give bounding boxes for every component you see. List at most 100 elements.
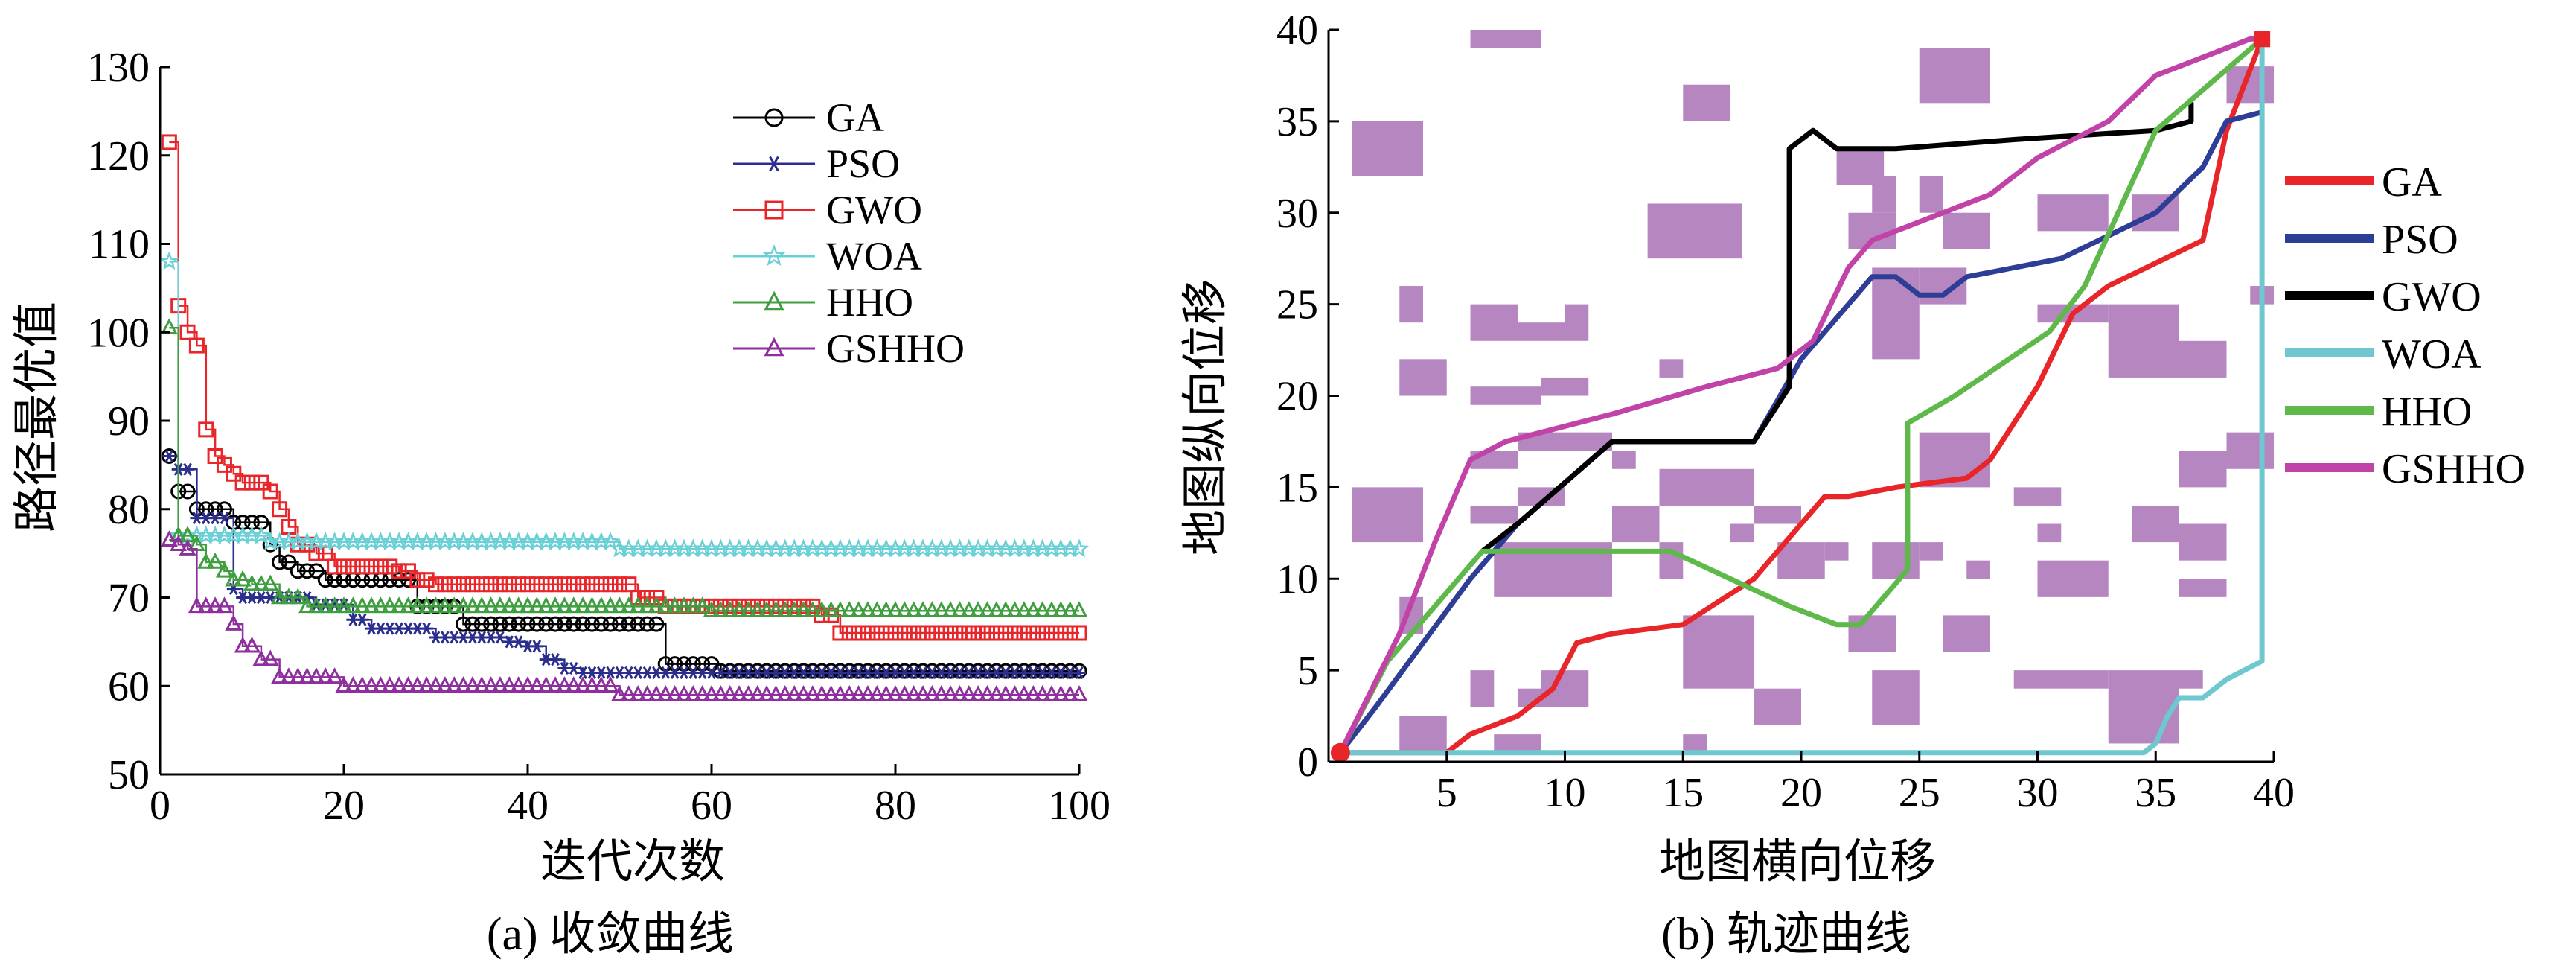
convergence-point-ga [528,616,545,632]
convergence-point-hho [455,596,473,614]
convergence-point-hho [923,601,941,618]
obstacle-block [2037,523,2062,543]
obstacle-block [1399,716,1447,753]
convergence-line-woa [169,261,1079,550]
trajectory-x-tick-label: 35 [2135,770,2176,816]
convergence-point-hho [942,601,959,618]
convergence-point-hho [344,596,362,614]
convergence-point-hho [206,552,224,569]
convergence-point-pso [337,598,351,611]
convergence-point-gshho [979,685,996,701]
legend-label: PSO [2382,217,2458,263]
convergence-point-gwo [437,576,453,593]
convergence-point-ga [1062,663,1078,679]
convergence-point-gwo [207,448,223,464]
convergence-point-hho [510,596,528,614]
convergence-point-ga [290,563,306,579]
trajectory-legend-item-pso: PSO [2285,217,2458,263]
trajectory-y-tick-label: 10 [1276,556,1318,602]
convergence-point-hho [261,574,279,591]
obstacle-block [2179,340,2227,378]
convergence-point-ga [814,663,830,679]
convergence-point-gwo [216,456,232,473]
obstacle-block [1541,377,1589,396]
convergence-point-gwo [979,625,995,641]
trajectory-x-tick-label: 15 [1662,770,1704,816]
convergence-point-hho [831,601,849,618]
obstacle-block [1494,734,1541,753]
convergence-point-gshho [684,685,702,701]
convergence-point-gshho [1015,685,1033,701]
convergence-point-ga [970,663,986,679]
legend-item-gshho: GSHHO [733,326,965,371]
convergence-point-ga [511,616,527,632]
convergence-point-gwo [511,576,527,593]
convergence-point-ga [740,663,756,679]
convergence-point-gwo [446,576,462,593]
convergence-point-gshho [914,685,932,701]
convergence-point-gwo [1052,625,1069,641]
convergence-point-gshho [895,685,913,701]
convergence-point-gshho [307,667,325,684]
obstacle-block [1470,304,1518,341]
obstacle-block [1966,560,1990,579]
convergence-point-gwo [997,625,1014,641]
convergence-x-tick-label: 40 [507,783,549,829]
convergence-point-hho [271,588,289,605]
convergence-point-ga [612,616,627,632]
convergence-point-hho [436,596,454,614]
trajectory-legend-item-woa: WOA [2285,331,2481,378]
trajectory-y-axis-label: 地图纵向位移 [1177,278,1232,556]
convergence-point-gwo [1025,625,1041,641]
convergence-point-ga [786,663,802,679]
legend-item-woa: WOA [733,234,922,278]
convergence-point-pso [217,512,231,525]
trajectory-x-tick-label: 10 [1544,770,1586,816]
convergence-point-gwo [933,625,950,641]
convergence-point-gshho [215,596,233,614]
obstacle-block [2132,505,2179,543]
convergence-point-gwo [942,625,959,641]
convergence-point-gwo [473,576,490,593]
convergence-point-hho [280,588,298,605]
obstacle-block [1919,176,1943,213]
convergence-caption: (a) 收敛曲线 [487,909,734,960]
convergence-point-gwo [354,558,371,575]
convergence-point-gshho [197,596,215,614]
convergence-point-ga [712,663,729,679]
convergence-point-gwo [179,324,196,340]
obstacle-block [1470,386,1541,405]
convergence-point-gwo [648,590,665,605]
convergence-point-gwo [391,563,407,579]
convergence-point-hho [371,596,389,614]
convergence-point-hho [528,596,546,614]
convergence-x-axis-label: 迭代次数 [540,834,725,888]
convergence-point-gshho [831,685,849,701]
convergence-point-gshho [1034,685,1052,701]
obstacle-block [1683,203,1730,223]
convergence-point-ga [887,663,904,679]
convergence-point-ga [924,663,940,679]
convergence-point-gshho [179,539,196,556]
convergence-point-gwo [345,558,361,575]
convergence-point-hho [684,596,702,614]
convergence-point-hho [583,596,601,614]
legend-label: GA [2382,159,2442,206]
convergence-point-gwo [869,625,885,641]
trajectory-y-tick-label: 5 [1297,648,1318,694]
obstacle-block [1683,734,1707,753]
convergence-point-ga [832,663,848,679]
convergence-point-hho [666,596,684,614]
convergence-point-gshho [298,667,316,684]
convergence-point-hho [886,601,904,618]
convergence-point-woa [1070,538,1089,558]
convergence-point-hho [656,596,674,614]
convergence-point-gshho [620,685,638,701]
convergence-point-gshho [381,676,399,693]
convergence-series-hho [160,318,1088,618]
legend-label: HHO [826,280,913,325]
convergence-point-hho [537,596,555,614]
convergence-point-ga [915,663,931,679]
legend-marker [764,108,784,127]
trajectory-x-tick-label: 25 [1899,770,1940,816]
